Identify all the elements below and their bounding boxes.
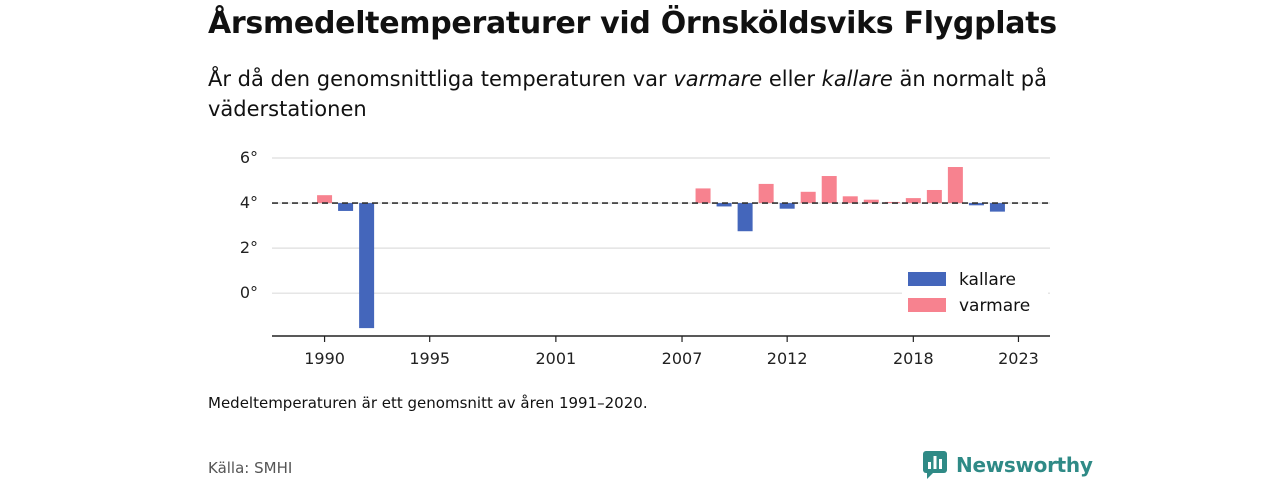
legend-label: kallare [959, 270, 1016, 290]
legend-label: varmare [959, 296, 1030, 316]
bar-warmer [317, 195, 333, 204]
x-axis-ticks: 1990 1995 2001 2007 2012 2018 2023 [304, 336, 1039, 368]
x-tick-label: 2023 [998, 349, 1039, 368]
temperature-chart: 0° 2° 4° 6° 1990 1995 2001 2007 2012 2018 2023 ka… [240, 148, 1050, 368]
x-tick-label: 1990 [304, 349, 345, 368]
bar-colder [779, 203, 795, 209]
subtitle-part: än normalt på väderstationen [208, 67, 1047, 121]
bar-warmer [695, 188, 711, 204]
y-tick-label: 0° [240, 283, 258, 302]
footnote: Medeltemperaturen är ett genomsnitt av å… [208, 394, 648, 412]
subtitle-part: eller [762, 67, 822, 91]
y-tick-label: 6° [240, 148, 258, 167]
bar-warmer [947, 167, 963, 204]
x-tick-label: 2007 [662, 349, 703, 368]
x-tick-label: 1995 [409, 349, 450, 368]
bars [317, 167, 1005, 329]
y-tick-label: 2° [240, 238, 258, 257]
bar-colder [737, 203, 753, 232]
bar-colder [968, 203, 984, 206]
x-tick-label: 2012 [767, 349, 808, 368]
bar-warmer [800, 191, 816, 204]
bar-warmer [863, 199, 879, 204]
bar-warmer [905, 198, 921, 204]
bar-warmer [821, 176, 837, 204]
bar-colder [359, 203, 375, 329]
bar-colder [716, 203, 732, 207]
chart-title: Årsmedeltemperaturer vid Örnsköldsviks F… [208, 6, 1057, 41]
bar-colder [338, 203, 354, 211]
bar-warmer [758, 183, 774, 204]
legend-swatch [908, 272, 946, 286]
subtitle-part: År då den genomsnittliga temperaturen va… [208, 67, 674, 91]
y-axis-labels: 0° 2° 4° 6° [240, 148, 258, 302]
bar-warmer [842, 196, 858, 204]
bar-chart-speech-bubble-icon [923, 451, 947, 479]
brand-logo: Newsworthy [922, 450, 1093, 480]
subtitle-emphasis-warmer: varmare [673, 67, 763, 91]
brand-name: Newsworthy [956, 453, 1093, 477]
x-tick-label: 2001 [536, 349, 577, 368]
bar-colder [989, 203, 1005, 212]
source-text: Källa: SMHI [208, 459, 293, 477]
chart-subtitle: År då den genomsnittliga temperaturen va… [208, 64, 1068, 124]
subtitle-emphasis-colder: kallare [821, 67, 893, 91]
bar-warmer [926, 189, 942, 204]
legend: kallare varmare [902, 268, 1048, 324]
y-tick-label: 4° [240, 193, 258, 212]
x-tick-label: 2018 [893, 349, 934, 368]
legend-swatch [908, 298, 946, 312]
